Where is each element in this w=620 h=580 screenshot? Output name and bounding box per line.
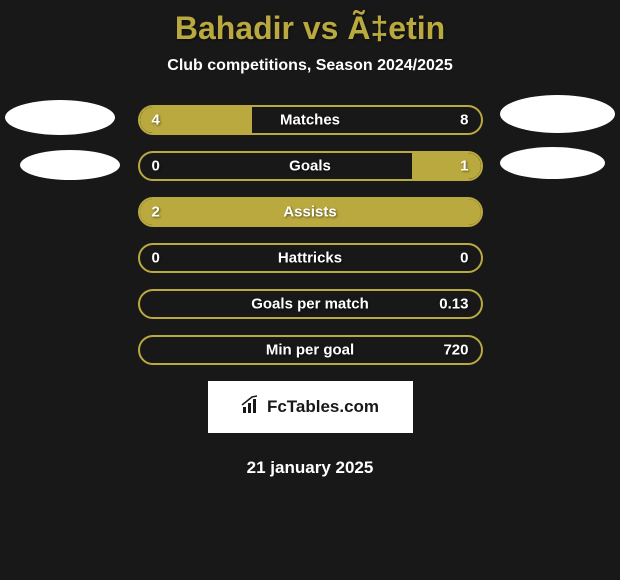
stat-value-left: 4 xyxy=(152,112,160,129)
stat-label: Matches xyxy=(280,112,340,129)
stat-value-right: 720 xyxy=(443,342,468,359)
stat-row-goals: 0 Goals 1 xyxy=(138,151,483,181)
player-left-avatar-1 xyxy=(5,100,115,135)
footer-logo: FcTables.com xyxy=(208,381,413,433)
stat-row-matches: 4 Matches 8 xyxy=(138,105,483,135)
stat-row-hattricks: 0 Hattricks 0 xyxy=(138,243,483,273)
stat-value-right: 1 xyxy=(460,158,468,175)
stat-label: Goals xyxy=(289,158,331,175)
page-title: Bahadir vs Ã‡etin xyxy=(0,0,620,57)
stat-value-left: 0 xyxy=(152,158,160,175)
player-right-avatar-1 xyxy=(500,95,615,133)
stat-row-assists: 2 Assists xyxy=(138,197,483,227)
player-left-avatar-2 xyxy=(20,150,120,180)
stat-label: Hattricks xyxy=(278,250,342,267)
stat-value-right: 8 xyxy=(460,112,468,129)
stats-container: 4 Matches 8 0 Goals 1 2 Assists 0 Hattri… xyxy=(0,105,620,365)
stat-value-left: 2 xyxy=(152,204,160,221)
stat-row-goals-per-match: Goals per match 0.13 xyxy=(138,289,483,319)
chart-icon xyxy=(241,395,261,420)
stat-label: Assists xyxy=(283,204,336,221)
stat-row-min-per-goal: Min per goal 720 xyxy=(138,335,483,365)
stat-value-right: 0.13 xyxy=(439,296,468,313)
stat-value-right: 0 xyxy=(460,250,468,267)
footer-date: 21 january 2025 xyxy=(0,458,620,478)
stat-label: Goals per match xyxy=(251,296,369,313)
stat-label: Min per goal xyxy=(266,342,354,359)
footer-logo-text: FcTables.com xyxy=(267,397,379,417)
stat-fill xyxy=(412,153,480,179)
stat-value-left: 0 xyxy=(152,250,160,267)
player-right-avatar-2 xyxy=(500,147,605,179)
